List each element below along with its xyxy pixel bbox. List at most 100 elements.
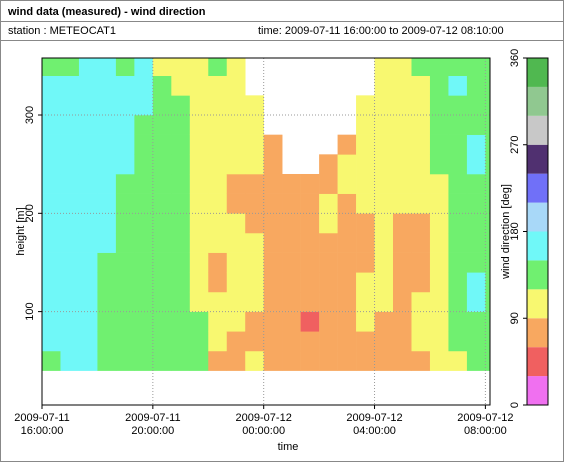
cell: [78, 252, 98, 273]
cell: [245, 213, 264, 234]
cell: [411, 154, 431, 175]
cell: [60, 331, 80, 352]
cell: [448, 154, 468, 175]
cell: [319, 232, 338, 253]
cell: [152, 331, 172, 352]
cell: [245, 134, 264, 155]
cell: [411, 350, 431, 371]
cell: [78, 193, 98, 214]
cell: [134, 213, 154, 234]
cell: [171, 272, 191, 293]
cell: [226, 154, 246, 175]
cell: [319, 252, 338, 273]
cell: [282, 350, 301, 371]
cell: [78, 75, 98, 96]
cell: [429, 291, 449, 312]
cell: [263, 331, 283, 352]
cell: [208, 311, 228, 332]
cell: [485, 272, 490, 293]
x-tick-label: 2009-07-12 04:00:00: [346, 412, 402, 437]
cell: [245, 154, 264, 175]
cell: [448, 193, 468, 214]
cell: [393, 173, 412, 194]
cell: [152, 350, 172, 371]
cell: [97, 213, 117, 234]
cell: [393, 252, 412, 273]
cell: [337, 311, 357, 332]
colorbar-swatch: [527, 231, 548, 261]
time-range: time: 2009-07-11 16:00:00 to 2009-07-12 …: [258, 25, 504, 37]
cell: [411, 291, 431, 312]
colorbar-swatch: [527, 289, 548, 319]
cell: [263, 350, 283, 371]
cell: [448, 213, 468, 234]
cell: [393, 232, 412, 253]
cell: [429, 350, 449, 371]
cell: [466, 350, 486, 371]
cell: [60, 173, 80, 194]
cell: [466, 115, 486, 135]
cell: [152, 115, 172, 135]
cell: [485, 311, 490, 332]
cell: [393, 134, 412, 155]
cell: [60, 272, 80, 293]
cell: [134, 115, 154, 135]
cell: [300, 311, 320, 332]
cell: [152, 134, 172, 155]
cell: [134, 291, 154, 312]
cell: [134, 134, 154, 155]
cell: [429, 58, 449, 76]
cell: [485, 115, 490, 135]
cell: [393, 272, 412, 293]
cell: [208, 115, 228, 135]
cell: [263, 154, 283, 175]
cell: [448, 311, 468, 332]
cell: [411, 311, 431, 332]
cell: [429, 213, 449, 234]
cell: [466, 134, 486, 155]
cell: [485, 75, 490, 96]
cell: [78, 350, 98, 371]
cell: [189, 58, 209, 76]
cell: [411, 173, 431, 194]
cell: [337, 154, 357, 175]
cell: [208, 95, 228, 116]
cell: [60, 154, 80, 175]
cell: [115, 311, 135, 332]
cell: [448, 350, 468, 371]
x-axis-label: time: [278, 441, 299, 453]
cell: [226, 350, 246, 371]
cell: [337, 213, 357, 234]
cell: [171, 115, 191, 135]
cell: [429, 173, 449, 194]
colorbar-swatch: [527, 144, 548, 174]
cell: [429, 134, 449, 155]
colorbar-swatch: [527, 347, 548, 377]
cell: [411, 134, 431, 155]
cell: [466, 331, 486, 352]
cell: [374, 291, 394, 312]
cell: [115, 291, 135, 312]
cell: [208, 331, 228, 352]
cell: [466, 272, 486, 293]
cell: [466, 291, 486, 312]
cell: [448, 331, 468, 352]
cell: [97, 173, 117, 194]
cell: [60, 193, 80, 214]
cell: [226, 311, 246, 332]
cell: [208, 350, 228, 371]
cell: [115, 134, 135, 155]
cell: [300, 252, 320, 273]
cell: [152, 193, 172, 214]
cell: [485, 134, 490, 155]
cell: [226, 115, 246, 135]
cell: [485, 331, 490, 352]
cell: [78, 58, 98, 76]
cell: [189, 115, 209, 135]
cell: [60, 95, 80, 116]
cell: [115, 75, 135, 96]
cell: [60, 213, 80, 234]
cell: [42, 58, 61, 76]
cell: [263, 252, 283, 273]
cell: [337, 291, 357, 312]
